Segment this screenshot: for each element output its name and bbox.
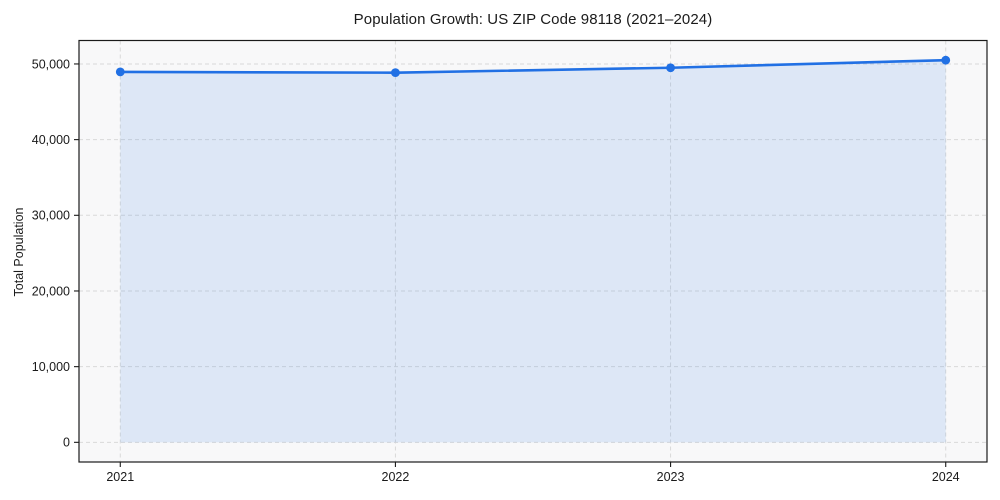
data-line: [118, 58, 948, 74]
y-tick-label: 0: [63, 436, 70, 450]
data-point-marker: [115, 67, 125, 77]
x-tick-label: 2024: [932, 470, 960, 484]
y-tick-label: 40,000: [32, 133, 70, 147]
x-tick-label: 2022: [382, 470, 410, 484]
data-point-marker: [391, 68, 400, 78]
y-tick-label: 30,000: [32, 209, 70, 223]
x-tick-label: 2021: [106, 470, 134, 484]
chart-title: Population Growth: US ZIP Code 98118 (20…: [353, 11, 713, 28]
y-tick-label: 50,000: [32, 57, 70, 71]
y-tick-label: 20,000: [32, 284, 70, 298]
axes-frame: [78, 39, 988, 463]
x-tick-label: 2023: [657, 470, 685, 484]
area-fill: [120, 60, 946, 443]
data-point-marker: [666, 63, 675, 73]
plot-background: [79, 40, 987, 462]
data-point-marker: [941, 55, 951, 65]
y-tick-label: 10,000: [32, 360, 70, 374]
